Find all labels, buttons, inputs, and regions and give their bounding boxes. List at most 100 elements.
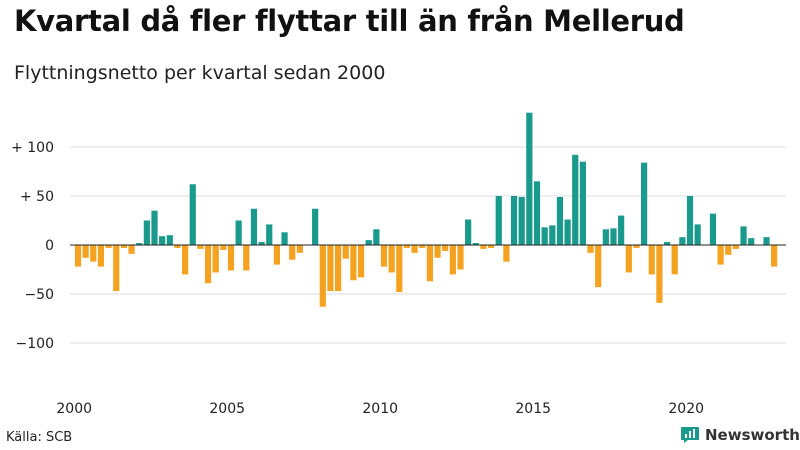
- bar-negative: [426, 245, 433, 282]
- bar-positive: [159, 236, 166, 245]
- bar-positive: [373, 229, 380, 245]
- source-note: Källa: SCB: [6, 430, 73, 445]
- bar-negative: [174, 245, 181, 248]
- bar-negative: [90, 245, 97, 262]
- bar-negative: [656, 245, 663, 303]
- bar-positive: [740, 226, 747, 245]
- bar-positive: [763, 237, 770, 245]
- y-tick-label: + 100: [11, 140, 54, 156]
- x-tick-label: 2020: [668, 401, 704, 417]
- bar-negative: [403, 245, 411, 248]
- bar-negative: [197, 245, 204, 249]
- bar-positive: [136, 243, 143, 245]
- gridlines: [70, 146, 786, 344]
- bar-negative: [388, 245, 395, 273]
- bar-positive: [465, 219, 472, 245]
- bar-positive: [281, 232, 288, 245]
- bar-negative: [289, 245, 296, 260]
- bar-negative: [212, 245, 219, 273]
- bar-positive: [518, 196, 525, 245]
- bar-negative: [82, 245, 89, 258]
- bar-negative: [342, 245, 349, 259]
- x-axis-tick-labels: 2000 2005 2010 2015 2020: [56, 401, 704, 417]
- brand-logo: Newsworthy: [680, 426, 800, 444]
- bar-negative: [350, 245, 357, 281]
- y-tick-label: 0: [45, 238, 54, 254]
- y-axis-tick-labels: + 100 + 50 0 −50 −100: [11, 140, 54, 352]
- x-tick-label: 2010: [362, 401, 398, 417]
- bar-negative: [411, 245, 418, 253]
- bar-positive: [564, 219, 571, 245]
- bar-positive: [189, 184, 196, 245]
- bar-positive: [694, 224, 701, 245]
- bar-negative: [671, 245, 678, 275]
- bar-positive: [572, 154, 579, 245]
- bar-negative: [396, 245, 403, 293]
- bar-negative: [105, 245, 112, 248]
- bar-positive: [250, 208, 258, 245]
- bar-positive: [618, 215, 625, 245]
- bar-positive: [641, 162, 648, 245]
- y-tick-label: −100: [16, 336, 54, 352]
- y-tick-label: + 50: [20, 189, 54, 205]
- chart-subtitle: Flyttningsnetto per kvartal sedan 2000: [14, 62, 386, 84]
- bar-negative: [771, 245, 778, 267]
- bar-negative: [243, 245, 250, 271]
- bar-negative: [419, 245, 426, 248]
- bar-negative: [380, 245, 388, 267]
- bar-negative: [128, 245, 135, 254]
- bar-positive: [686, 196, 694, 245]
- bar-positive: [610, 228, 617, 245]
- bar-negative: [273, 245, 280, 265]
- bar-positive: [266, 224, 273, 245]
- bar-negative: [113, 245, 120, 292]
- bar-positive: [541, 227, 548, 245]
- newsworthy-chart-icon: [681, 427, 699, 443]
- chart-title: Kvartal då fler flyttar till än från Mel…: [14, 4, 685, 38]
- bar-negative: [717, 245, 724, 265]
- bar-positive: [151, 210, 158, 245]
- bar-positive: [258, 242, 265, 245]
- bar-negative: [74, 245, 82, 267]
- bar-positive: [709, 213, 717, 245]
- bar-positive: [526, 112, 533, 245]
- bar-negative: [648, 245, 655, 275]
- bar-positive: [663, 242, 671, 245]
- bar-negative: [503, 245, 510, 262]
- bar-negative: [595, 245, 602, 288]
- bar-chart: + 100 + 50 0 −50 −100 2000 2005 2010 2015 2020: [11, 112, 786, 417]
- bar-negative: [434, 245, 441, 258]
- bar-negative: [97, 245, 105, 267]
- x-tick-label: 2000: [56, 401, 92, 417]
- y-tick-label: −50: [24, 287, 54, 303]
- bar-negative: [327, 245, 334, 292]
- bar-positive: [166, 235, 173, 245]
- bar-positive: [556, 196, 564, 245]
- bar-positive: [472, 243, 479, 245]
- bar-negative: [357, 245, 365, 278]
- bar-negative: [182, 245, 189, 275]
- x-tick-label: 2005: [209, 401, 245, 417]
- x-tick-label: 2015: [515, 401, 551, 417]
- bar-negative: [725, 245, 732, 255]
- bar-negative: [319, 245, 326, 307]
- bar-negative: [633, 245, 640, 248]
- bar-positive: [579, 161, 586, 245]
- bar-negative: [488, 245, 495, 248]
- bar-negative: [587, 245, 594, 253]
- bar-positive: [679, 237, 686, 245]
- bar-negative: [442, 245, 449, 251]
- bar-negative: [480, 245, 487, 249]
- bar-positive: [235, 220, 242, 245]
- bar-negative: [296, 245, 303, 253]
- brand-name: Newsworthy: [705, 426, 800, 444]
- bar-negative: [220, 245, 227, 250]
- bar-positive: [312, 208, 319, 245]
- bar-negative: [625, 245, 632, 273]
- bar-negative: [449, 245, 456, 275]
- bar-positive: [495, 196, 502, 245]
- bar-positive: [365, 240, 372, 245]
- bar-positive: [602, 229, 609, 245]
- bar-positive: [748, 238, 755, 245]
- bar-positive: [549, 225, 556, 245]
